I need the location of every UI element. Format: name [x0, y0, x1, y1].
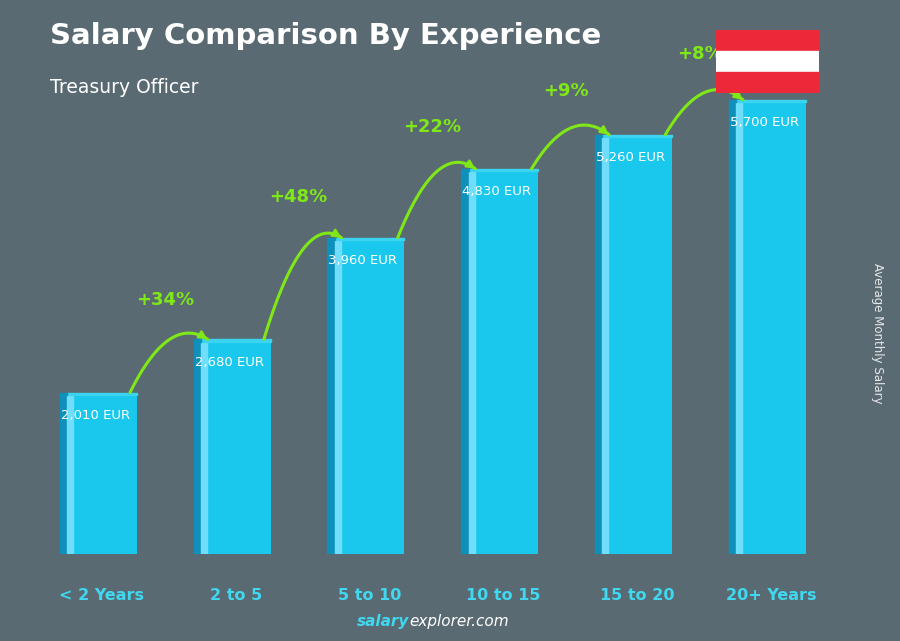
- Text: 10 to 15: 10 to 15: [466, 588, 541, 603]
- Bar: [602, 135, 672, 137]
- Bar: [462, 169, 469, 171]
- Bar: [469, 169, 538, 171]
- Bar: [729, 102, 736, 554]
- Bar: [68, 395, 73, 554]
- Bar: [328, 240, 335, 554]
- Text: 3,960 EUR: 3,960 EUR: [328, 254, 398, 267]
- Bar: [335, 240, 404, 554]
- Text: +34%: +34%: [136, 291, 194, 309]
- Text: 2,010 EUR: 2,010 EUR: [60, 409, 130, 422]
- Text: +8%: +8%: [677, 46, 723, 63]
- Bar: [335, 240, 341, 554]
- Bar: [736, 102, 806, 554]
- Bar: [602, 137, 672, 554]
- Text: Average Monthly Salary: Average Monthly Salary: [871, 263, 884, 404]
- Text: 15 to 20: 15 to 20: [600, 588, 674, 603]
- Bar: [736, 100, 806, 102]
- Bar: [335, 238, 404, 240]
- Bar: [328, 238, 335, 240]
- Bar: [59, 395, 68, 554]
- Bar: [595, 137, 602, 554]
- Bar: [68, 392, 137, 395]
- Text: explorer.com: explorer.com: [410, 615, 509, 629]
- Bar: [201, 340, 271, 342]
- Text: salary: salary: [357, 615, 410, 629]
- Bar: [729, 100, 736, 102]
- Bar: [469, 171, 474, 554]
- Bar: [716, 30, 819, 51]
- Text: 2 to 5: 2 to 5: [210, 588, 262, 603]
- Bar: [595, 135, 602, 137]
- Bar: [462, 171, 469, 554]
- Bar: [736, 102, 742, 554]
- Bar: [716, 51, 819, 72]
- Text: +48%: +48%: [270, 188, 328, 206]
- Bar: [194, 340, 201, 342]
- Bar: [716, 72, 819, 93]
- Text: < 2 Years: < 2 Years: [59, 588, 145, 603]
- Text: +9%: +9%: [544, 82, 590, 100]
- Bar: [68, 395, 137, 554]
- Bar: [59, 392, 68, 395]
- Text: 5,260 EUR: 5,260 EUR: [596, 151, 665, 164]
- Bar: [194, 342, 201, 554]
- Text: Salary Comparison By Experience: Salary Comparison By Experience: [50, 22, 601, 51]
- Text: 5 to 10: 5 to 10: [338, 588, 401, 603]
- Text: +22%: +22%: [403, 117, 462, 135]
- Text: 4,830 EUR: 4,830 EUR: [463, 185, 531, 199]
- Bar: [201, 342, 271, 554]
- Bar: [201, 342, 207, 554]
- Bar: [602, 137, 608, 554]
- Text: 5,700 EUR: 5,700 EUR: [730, 117, 799, 129]
- Text: 2,680 EUR: 2,680 EUR: [194, 356, 264, 369]
- Bar: [469, 171, 538, 554]
- Text: 20+ Years: 20+ Years: [725, 588, 816, 603]
- Text: Treasury Officer: Treasury Officer: [50, 78, 198, 97]
